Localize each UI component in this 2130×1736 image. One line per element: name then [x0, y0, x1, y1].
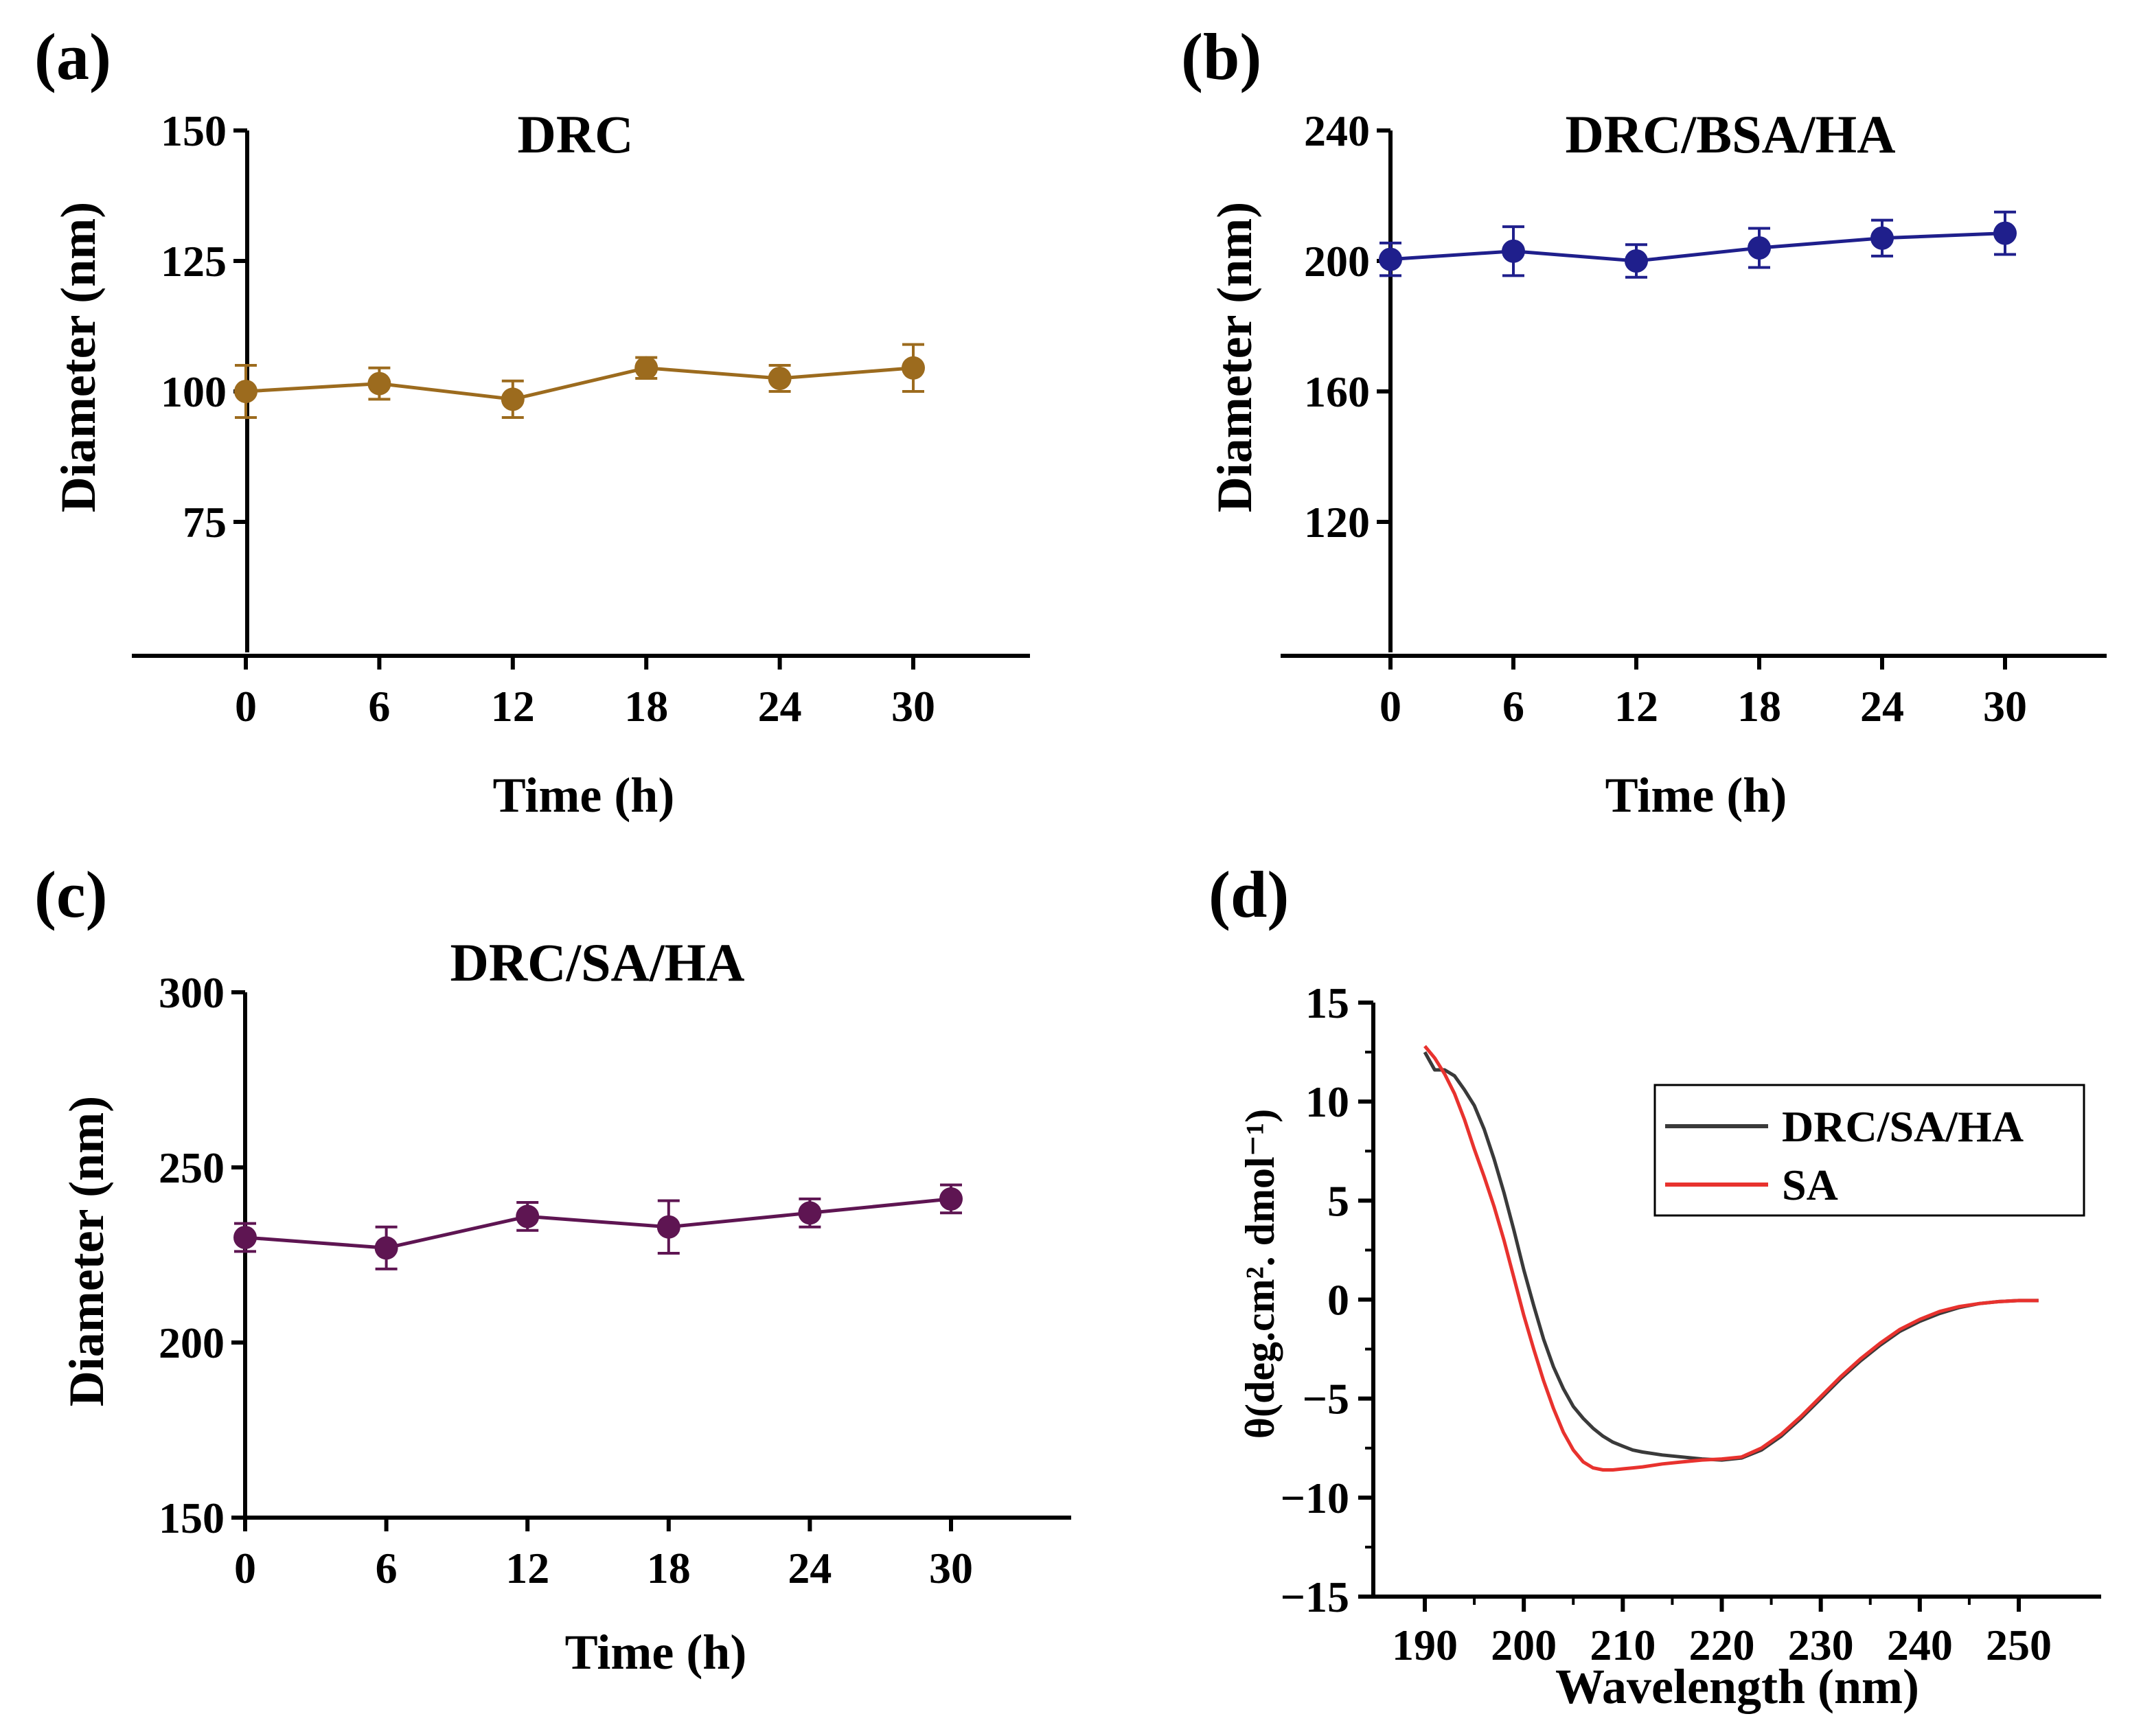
series-line-a [245, 366, 914, 401]
data-point-a [367, 372, 391, 396]
x-tick-label-b: 0 [1379, 682, 1401, 731]
x-tick-label-b: 6 [1502, 682, 1524, 731]
x-tick-label-c: 18 [647, 1544, 691, 1592]
y-tick-label-b: 200 [1304, 237, 1370, 286]
legend-label-drc-sa-ha: DRC/SA/HA [1782, 1102, 2024, 1151]
data-point-c [516, 1204, 540, 1229]
y-tick-label-c: 150 [159, 1494, 225, 1542]
x-axis-label-b: Time (h) [1605, 768, 1787, 823]
y-tick-label-a: 100 [161, 367, 227, 416]
data-point-b [1748, 236, 1771, 260]
y-axis-label-b: Diameter (nm) [1207, 202, 1262, 513]
data-point-b [1502, 239, 1525, 263]
x-tick-label-a: 0 [235, 682, 257, 731]
y-tick-label-b: 160 [1304, 367, 1370, 416]
x-tick-label-d: 190 [1392, 1621, 1458, 1669]
x-tick-label-a: 24 [758, 682, 802, 731]
x-tick-label-d: 230 [1788, 1621, 1854, 1669]
panel-label-b: (b) [1181, 20, 1261, 93]
x-axis-label-c: Time (h) [565, 1625, 747, 1680]
spectrum-line-sa [1423, 1044, 2039, 1472]
x-tick-label-b: 24 [1860, 682, 1904, 731]
x-tick-label-d: 220 [1689, 1621, 1755, 1669]
x-tick-label-d: 250 [1986, 1621, 2052, 1669]
y-tick-label-b: 120 [1304, 498, 1370, 547]
x-tick-label-d: 200 [1491, 1621, 1557, 1669]
panel-label-a: (a) [34, 20, 111, 93]
y-tick-label-d: −5 [1303, 1375, 1349, 1424]
y-tick-label-d: 0 [1327, 1276, 1349, 1325]
data-point-b [1625, 249, 1648, 273]
data-point-b [1870, 226, 1894, 250]
x-tick-label-a: 18 [624, 682, 668, 731]
y-tick-label-a: 125 [161, 237, 227, 286]
legend-box [1653, 1084, 2085, 1217]
y-tick-label-d: −15 [1281, 1573, 1349, 1621]
data-point-b [1993, 221, 2017, 245]
x-tick-label-b: 12 [1614, 682, 1658, 731]
y-tick-label-d: −10 [1281, 1474, 1349, 1522]
data-point-a [902, 356, 925, 380]
data-point-a [768, 367, 792, 390]
data-point-c [939, 1187, 963, 1211]
x-tick-label-c: 6 [376, 1544, 398, 1592]
y-tick-label-c: 250 [159, 1143, 225, 1192]
chart-title-c: DRC/SA/HA [450, 933, 744, 992]
y-tick-label-a: 150 [161, 106, 227, 155]
y-tick-label-c: 300 [159, 968, 225, 1017]
series-line-b [1390, 231, 2006, 263]
y-tick-label-c: 200 [159, 1318, 225, 1367]
data-point-c [233, 1226, 257, 1249]
y-tick-label-d: 15 [1305, 979, 1349, 1027]
data-point-c [374, 1236, 398, 1260]
data-point-c [798, 1201, 822, 1225]
y-axis-label-a: Diameter (nm) [51, 202, 106, 513]
y-tick-label-d: 10 [1305, 1077, 1349, 1126]
data-point-b [1379, 247, 1402, 271]
y-tick-label-d: 5 [1327, 1176, 1349, 1225]
y-tick-label-b: 240 [1304, 106, 1370, 155]
x-tick-label-c: 0 [234, 1544, 256, 1592]
data-point-a [501, 387, 525, 411]
y-axis-label-d: θ(deg.cm². dmol⁻¹) [1237, 1109, 1283, 1439]
data-point-c [656, 1215, 680, 1239]
x-tick-label-a: 30 [891, 682, 935, 731]
x-axis-label-a: Time (h) [493, 768, 675, 823]
x-tick-label-c: 30 [929, 1544, 973, 1592]
x-tick-label-c: 12 [505, 1544, 549, 1592]
data-point-a [634, 356, 659, 380]
panel-label-c: (c) [34, 858, 108, 931]
x-tick-label-c: 24 [788, 1544, 832, 1592]
chart-title-a: DRC [518, 104, 634, 164]
x-tick-label-a: 6 [368, 682, 390, 731]
x-tick-label-b: 30 [1983, 682, 2027, 731]
x-tick-label-d: 210 [1590, 1621, 1656, 1669]
x-tick-label-a: 12 [491, 682, 535, 731]
legend: DRC/SA/HA SA [1653, 1084, 2085, 1217]
legend-label-sa: SA [1782, 1161, 1838, 1209]
chart-title-b: DRC/BSA/HA [1565, 104, 1895, 164]
panel-label-d: (d) [1209, 858, 1289, 931]
y-tick-label-a: 75 [183, 498, 227, 547]
x-tick-label-b: 18 [1737, 682, 1781, 731]
x-tick-label-d: 240 [1887, 1621, 1953, 1669]
data-point-a [234, 380, 257, 403]
x-axis-label-d: Wavelength (nm) [1555, 1659, 1919, 1714]
series-line-c [244, 1197, 952, 1250]
y-axis-label-c: Diameter (nm) [59, 1096, 114, 1407]
